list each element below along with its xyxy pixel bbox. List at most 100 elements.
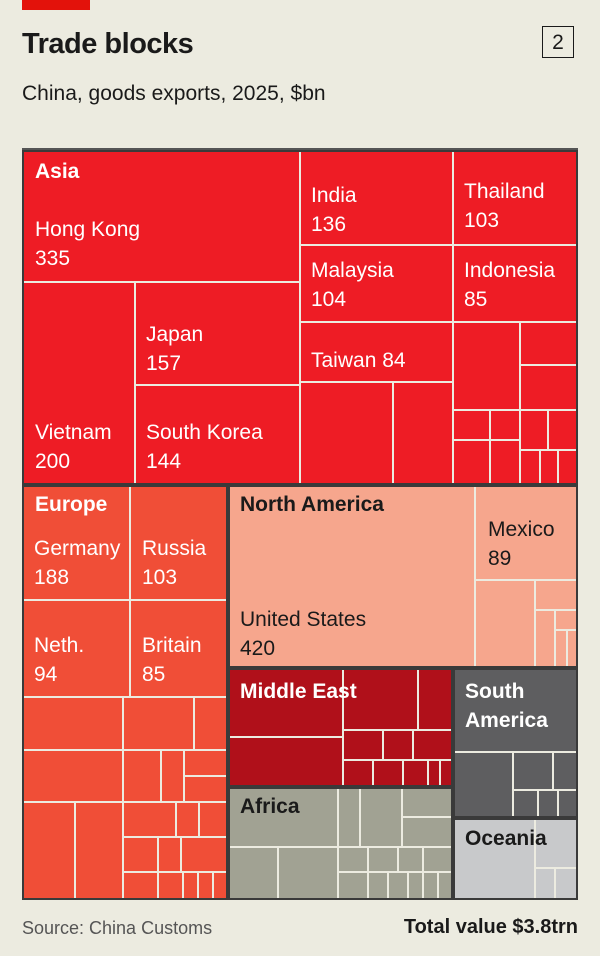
treemap-cell <box>228 737 343 787</box>
treemap-cell <box>300 382 393 485</box>
treemap-cell <box>373 760 403 787</box>
country-name: Britain <box>142 634 202 657</box>
treemap-cell <box>388 872 408 900</box>
treemap-cell <box>513 752 553 790</box>
country-label: Japan 157 <box>146 320 203 378</box>
treemap-cell <box>413 730 453 760</box>
treemap-cell <box>453 410 490 440</box>
country-name: Taiwan <box>311 349 377 372</box>
region-label-south-america: South America <box>465 680 548 732</box>
treemap-cell-taiwan <box>300 322 453 382</box>
treemap-cell-vietnam <box>22 282 135 485</box>
treemap-cell <box>402 817 453 847</box>
country-name: India <box>311 184 357 207</box>
treemap-cell <box>402 787 453 817</box>
treemap-cell <box>535 610 555 668</box>
region-label-africa: Africa <box>240 795 300 818</box>
country-value: 188 <box>34 566 70 589</box>
source-note: Source: China Customs <box>22 918 213 938</box>
treemap-cell <box>338 847 368 872</box>
region-label-europe: Europe <box>35 493 108 516</box>
treemap-cell <box>123 837 158 872</box>
country-value: 335 <box>35 247 71 270</box>
country-name: Malaysia <box>311 259 394 282</box>
country-label: Russia 103 <box>142 534 206 592</box>
treemap-cell <box>343 730 383 760</box>
treemap-cell <box>475 580 535 668</box>
treemap-cell-neth <box>22 600 130 697</box>
treemap-cell <box>520 410 548 450</box>
country-value: 85 <box>464 288 488 311</box>
treemap-cell <box>535 580 578 610</box>
treemap-cell <box>22 750 123 802</box>
country-label: Indonesia 85 <box>464 256 555 314</box>
treemap-cell <box>558 450 578 485</box>
treemap-cell <box>213 872 228 900</box>
treemap-cell-india <box>300 150 453 245</box>
treemap-cell <box>540 450 558 485</box>
treemap-cell <box>440 760 453 787</box>
treemap-cell <box>161 750 184 802</box>
treemap-cell <box>513 790 538 818</box>
treemap-cell <box>490 410 520 440</box>
country-value: 103 <box>464 209 500 232</box>
treemap-cell-united-states <box>228 485 475 668</box>
treemap-cell <box>123 802 176 837</box>
country-name: Vietnam <box>35 421 112 444</box>
treemap-cell <box>181 837 228 872</box>
country-value: 85 <box>142 663 166 686</box>
country-value: 104 <box>311 288 347 311</box>
chart-title: Trade blocks <box>22 28 194 60</box>
treemap-cell <box>520 365 578 410</box>
treemap-cell <box>548 410 578 450</box>
treemap-cell <box>393 382 453 485</box>
total-value: Total value $3.8trn <box>403 916 578 938</box>
treemap-cell <box>183 872 198 900</box>
country-value: 157 <box>146 352 182 375</box>
country-value: 420 <box>240 637 276 660</box>
treemap-cell <box>535 818 578 868</box>
treemap-cell <box>520 450 540 485</box>
treemap-cell <box>555 630 567 668</box>
country-label: Britain 85 <box>142 631 202 689</box>
treemap-cell <box>184 776 228 802</box>
treemap-cell <box>22 697 123 750</box>
country-label: Thailand 103 <box>464 177 545 235</box>
treemap-cell <box>368 847 398 872</box>
treemap-cell <box>343 760 373 787</box>
country-label: United States 420 <box>240 605 366 663</box>
treemap-cell <box>567 630 578 668</box>
treemap-cell <box>278 847 338 900</box>
country-name: Indonesia <box>464 259 556 282</box>
treemap-cell <box>184 750 228 776</box>
country-name: Mexico <box>488 518 555 541</box>
treemap-cell <box>453 322 520 410</box>
chart-number: 2 <box>542 26 574 58</box>
treemap-cell <box>398 847 423 872</box>
treemap-cell <box>535 868 555 900</box>
country-name: South Korea <box>146 421 263 444</box>
country-label: Neth. 94 <box>34 631 84 689</box>
treemap-cell <box>158 837 181 872</box>
treemap-cell <box>343 668 418 730</box>
treemap-cell-south-korea <box>135 385 300 485</box>
treemap-cell <box>453 440 490 485</box>
treemap-cell <box>408 872 423 900</box>
treemap-cell <box>158 872 183 900</box>
treemap-cell <box>403 760 428 787</box>
country-label: Mexico 89 <box>488 515 555 573</box>
treemap-cell <box>555 868 578 900</box>
treemap-cell-mexico <box>475 485 578 580</box>
treemap-cell <box>368 872 388 900</box>
country-label: Vietnam 200 <box>35 418 112 476</box>
region-label-asia: Asia <box>35 160 80 183</box>
treemap-cell <box>555 610 578 630</box>
brand-bar <box>22 0 90 10</box>
treemap-cell <box>176 802 199 837</box>
treemap-cell <box>453 752 513 818</box>
country-value: 144 <box>146 450 182 473</box>
chart-subtitle: China, goods exports, 2025, $bn <box>22 82 326 105</box>
treemap-cell-japan <box>135 282 300 385</box>
treemap-cell <box>423 847 453 872</box>
